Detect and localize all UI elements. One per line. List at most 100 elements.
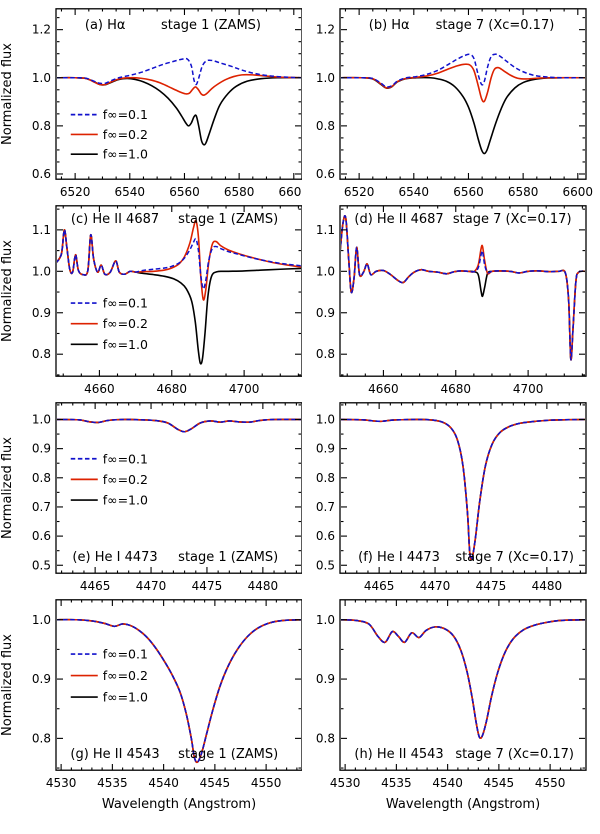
panel-h-series bbox=[341, 618, 585, 740]
x-axis-labels-row: Wavelength (Angstrom) Wavelength (Angstr… bbox=[0, 797, 600, 812]
y-tick-label: 0.9 bbox=[316, 672, 335, 686]
panel-d-stage-label: stage 7 (Xc=0.17) bbox=[453, 212, 572, 227]
legend-label: f∞=0.2 bbox=[103, 472, 148, 487]
panel-c-stage-label: stage 1 (ZAMS) bbox=[178, 212, 278, 227]
series-red-line bbox=[341, 418, 585, 561]
x-tick-label: 4535 bbox=[97, 776, 128, 790]
x-tick-label: 4680 bbox=[440, 382, 471, 396]
x-tick-label: 6520 bbox=[60, 185, 91, 199]
series-blue-line bbox=[341, 53, 585, 88]
x-tick-label: 6580 bbox=[508, 185, 539, 199]
x-tick-label: 4530 bbox=[46, 776, 77, 790]
panel-b-chart: 6520 6540 6560 6580 6600 0.6 0.8 1.0 1.2 (b) Hα st… bbox=[316, 8, 594, 199]
x-tick-label: 4530 bbox=[330, 776, 361, 790]
x-tick-label: 4470 bbox=[136, 579, 167, 593]
x-tick-label: 4540 bbox=[148, 776, 179, 790]
panel-e-stage-label: stage 1 (ZAMS) bbox=[178, 550, 278, 565]
x-tick-label: 6540 bbox=[399, 185, 430, 199]
panel-g-legend: f∞=0.1 f∞=0.2 f∞=1.0 bbox=[70, 647, 148, 705]
panel-g-series bbox=[57, 618, 301, 764]
y-tick-label: 1.0 bbox=[316, 412, 335, 426]
panel-d-title: (d) He II 4687 bbox=[354, 212, 443, 227]
x-tick-label: 4700 bbox=[513, 382, 544, 396]
panel-e-chart: 4465 4470 4475 4480 0.5 0.6 0.7 0.8 0.9 1.0 (e) He… bbox=[0, 402, 302, 593]
y-tick-label: 1.0 bbox=[316, 613, 335, 627]
x-tick-label: 4550 bbox=[251, 776, 282, 790]
y-tick-label: 0.8 bbox=[32, 731, 51, 745]
series-red-line bbox=[57, 418, 301, 433]
y-tick-label: 1.0 bbox=[32, 71, 51, 85]
panel-d-series bbox=[341, 215, 585, 361]
panel-h-chart: 4530 4535 4540 4545 4550 0.8 0.9 1.0 (h) He II 4… bbox=[316, 599, 587, 790]
x-tick-label: 4535 bbox=[381, 776, 412, 790]
x-tick-label: 4550 bbox=[535, 776, 566, 790]
panel-e-title: (e) He I 4473 bbox=[72, 550, 157, 565]
panel-c-chart: 4660 4680 4700 0.8 0.9 1.0 1.1 (c) He II 4687 st… bbox=[0, 205, 302, 396]
y-tick-label: 1.0 bbox=[316, 264, 335, 278]
legend-label: f∞=1.0 bbox=[103, 337, 148, 352]
panel-d-axes: 4660 4680 4700 0.8 0.9 1.0 1.1 bbox=[316, 205, 587, 396]
panel-g-title: (g) He II 4543 bbox=[70, 747, 159, 762]
y-tick-label: 1.0 bbox=[32, 264, 51, 278]
legend-label: f∞=1.0 bbox=[103, 493, 148, 508]
panels-grid: 6520 6540 6560 6580 6600 0.6 0.8 1.0 1.2 (a) Hα st… bbox=[0, 8, 600, 796]
y-tick-label: 0.8 bbox=[316, 731, 335, 745]
x-tick-label: 6540 bbox=[115, 185, 146, 199]
series-blue-line bbox=[341, 418, 585, 561]
y-tick-label: 0.8 bbox=[316, 347, 335, 361]
panel-h-axes: 4530 4535 4540 4545 4550 0.8 0.9 1.0 bbox=[316, 599, 587, 790]
y-tick-label: 1.1 bbox=[316, 223, 335, 237]
x-tick-label: 4480 bbox=[532, 579, 563, 593]
spectral-line-profiles-figure: 6520 6540 6560 6580 6600 0.6 0.8 1.0 1.2 (a) Hα st… bbox=[0, 8, 600, 812]
series-red-line bbox=[341, 618, 585, 740]
x-tick-label: 4680 bbox=[156, 382, 187, 396]
y-tick-label: 0.8 bbox=[316, 471, 335, 485]
series-black-line bbox=[341, 418, 585, 561]
series-blue-line bbox=[57, 618, 301, 764]
y-tick-label: 1.0 bbox=[316, 71, 335, 85]
x-tick-label: 4470 bbox=[420, 579, 451, 593]
legend-label: f∞=1.0 bbox=[103, 147, 148, 162]
series-blue-line bbox=[57, 57, 301, 86]
y-tick-label: 0.9 bbox=[32, 306, 51, 320]
panel-d-chart: 4660 4680 4700 0.8 0.9 1.0 1.1 (d) He II 4687 st… bbox=[316, 205, 587, 396]
y-tick-label: 0.6 bbox=[316, 529, 335, 543]
x-tick-label: 4660 bbox=[368, 382, 399, 396]
legend-label: f∞=0.1 bbox=[103, 647, 148, 662]
panel-c-series bbox=[57, 219, 301, 365]
x-tick-label: 4545 bbox=[484, 776, 515, 790]
panel-a-title: (a) Hα bbox=[85, 18, 126, 33]
y-tick-label: 0.5 bbox=[32, 558, 51, 572]
y-tick-label: 1.2 bbox=[316, 23, 335, 37]
panel-c-axes: 4660 4680 4700 0.8 0.9 1.0 1.1 bbox=[32, 205, 302, 396]
y-tick-label: 1.2 bbox=[32, 23, 51, 37]
y-tick-label: 1.0 bbox=[32, 613, 51, 627]
x-tick-label: 4480 bbox=[248, 579, 279, 593]
panel-f-series bbox=[341, 418, 585, 561]
x-tick-label: 4700 bbox=[229, 382, 260, 396]
panel-c-legend: f∞=0.1 f∞=0.2 f∞=1.0 bbox=[70, 296, 148, 352]
x-tick-label: 4475 bbox=[192, 579, 223, 593]
legend-label: f∞=0.1 bbox=[103, 451, 148, 466]
legend-label: f∞=0.1 bbox=[103, 296, 148, 311]
x-tick-label: 6520 bbox=[344, 185, 375, 199]
panel-e-axes: 4465 4470 4475 4480 0.5 0.6 0.7 0.8 0.9 1.0 bbox=[32, 402, 302, 593]
y-tick-label: 0.5 bbox=[316, 558, 335, 572]
y-tick-label: 1.1 bbox=[32, 223, 51, 237]
x-tick-label: 4465 bbox=[364, 579, 395, 593]
x-tick-label: 6600 bbox=[563, 185, 594, 199]
y-tick-label: 0.8 bbox=[32, 347, 51, 361]
panel-a-chart: 6520 6540 6560 6580 6600 0.6 0.8 1.0 1.2 (a) Hα st… bbox=[0, 8, 302, 199]
y-tick-label: 1.0 bbox=[32, 412, 51, 426]
panel-f-title: (f) He I 4473 bbox=[358, 550, 440, 565]
y-tick-label: 0.6 bbox=[32, 167, 51, 181]
y-tick-label: 0.7 bbox=[316, 500, 335, 514]
legend-label: f∞=1.0 bbox=[103, 690, 148, 705]
panel-a-axes: 6520 6540 6560 6580 6600 0.6 0.8 1.0 1.2 bbox=[32, 8, 302, 199]
panel-h-stage-label: stage 7 (Xc=0.17) bbox=[455, 747, 574, 762]
y-tick-label: 0.8 bbox=[32, 471, 51, 485]
panel-b-title: (b) Hα bbox=[369, 18, 410, 33]
legend-label: f∞=0.2 bbox=[103, 316, 148, 331]
y-axis-label: Normalized flux bbox=[0, 634, 15, 736]
y-tick-label: 0.9 bbox=[316, 442, 335, 456]
